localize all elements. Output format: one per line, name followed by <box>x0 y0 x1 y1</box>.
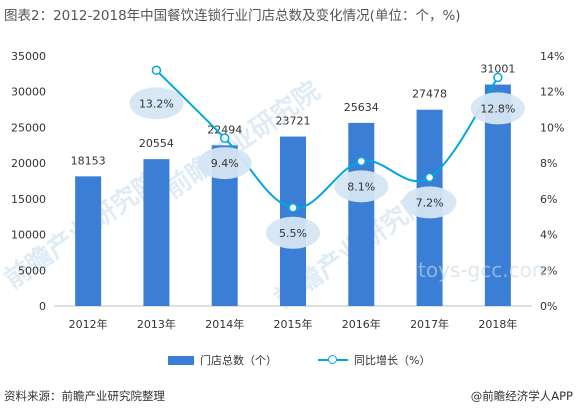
y-right-tick-label: 10% <box>540 121 564 134</box>
legend-label: 门店总数（个） <box>200 354 277 367</box>
source-note: 资料来源：前瞻产业研究院整理 <box>4 389 165 403</box>
line-point <box>288 203 298 213</box>
x-tick-label: 2015年 <box>274 317 313 331</box>
chart-legend: 门店总数（个） 同比增长（%） <box>0 352 579 370</box>
bar-value-label: 20554 <box>139 137 174 150</box>
x-tick-label: 2018年 <box>478 317 517 331</box>
y-right-tick-label: 0% <box>540 300 557 313</box>
x-tick-label: 2017年 <box>410 317 449 331</box>
line-label-bubble <box>266 216 320 249</box>
bar <box>348 122 375 307</box>
y-right-tick-label: 6% <box>540 193 557 206</box>
watermark-site: toys-gcc.com <box>418 258 552 282</box>
y-left-tick-label: 30000 <box>11 86 46 99</box>
line-label-bubble <box>197 147 252 180</box>
line-value-label: 13.2% <box>139 97 174 110</box>
line-value-label: 8.1% <box>347 180 375 193</box>
y-left-tick-label: 35000 <box>11 50 46 63</box>
line-label-bubble <box>470 92 525 125</box>
bar-value-label: 23721 <box>276 115 311 128</box>
y-right-tick-label: 4% <box>540 229 557 242</box>
line-point <box>493 72 503 83</box>
growth-line <box>155 69 499 209</box>
y-right-tick-label: 2% <box>540 264 557 277</box>
bar-value-label: 18153 <box>71 154 106 167</box>
y-left-tick-label: 25000 <box>11 121 46 134</box>
bar-value-label: 31001 <box>480 63 515 76</box>
line-value-label: 5.5% <box>279 227 307 240</box>
legend-label: 同比增长（%） <box>354 354 431 367</box>
bar <box>75 176 102 306</box>
legend-item-line: 同比增长（%） <box>318 352 430 368</box>
line-point <box>219 133 230 143</box>
line-point <box>424 172 435 183</box>
x-tick-label: 2013年 <box>137 317 176 331</box>
legend-bar-swatch <box>168 355 194 365</box>
y-left-tick-label: 10000 <box>11 229 46 242</box>
x-tick-label: 2014年 <box>205 317 244 331</box>
line-label-bubble <box>129 87 184 120</box>
line-point <box>356 156 367 167</box>
y-left-tick-label: 15000 <box>11 193 46 206</box>
line-label-bubble <box>402 186 457 219</box>
line-point <box>151 65 162 76</box>
bar <box>143 159 170 306</box>
y-right-tick-label: 12% <box>540 86 564 99</box>
y-right-tick-label: 8% <box>540 157 557 170</box>
y-left-tick-label: 20000 <box>11 157 46 170</box>
legend-line-swatch <box>318 354 348 366</box>
bar-value-label: 22494 <box>207 123 242 136</box>
x-tick-label: 2016年 <box>342 317 381 331</box>
line-value-label: 12.8% <box>480 102 515 115</box>
brand-credit: @前瞻经济学人APP <box>470 389 573 403</box>
line-label-bubble <box>334 170 389 203</box>
chart-title: 图表2：2012-2018年中国餐饮连锁行业门店总数及变化情况(单位：个，%) <box>4 8 461 24</box>
y-left-tick-label: 0 <box>39 300 46 313</box>
y-right-tick-label: 14% <box>540 50 564 63</box>
line-value-label: 9.4% <box>211 157 239 170</box>
x-tick-label: 2012年 <box>69 317 108 331</box>
legend-item-bar: 门店总数（个） <box>168 352 277 368</box>
bar-value-label: 27478 <box>412 88 447 101</box>
bar-value-label: 25634 <box>344 101 379 114</box>
line-value-label: 7.2% <box>416 196 444 209</box>
y-left-tick-label: 5000 <box>18 264 46 277</box>
